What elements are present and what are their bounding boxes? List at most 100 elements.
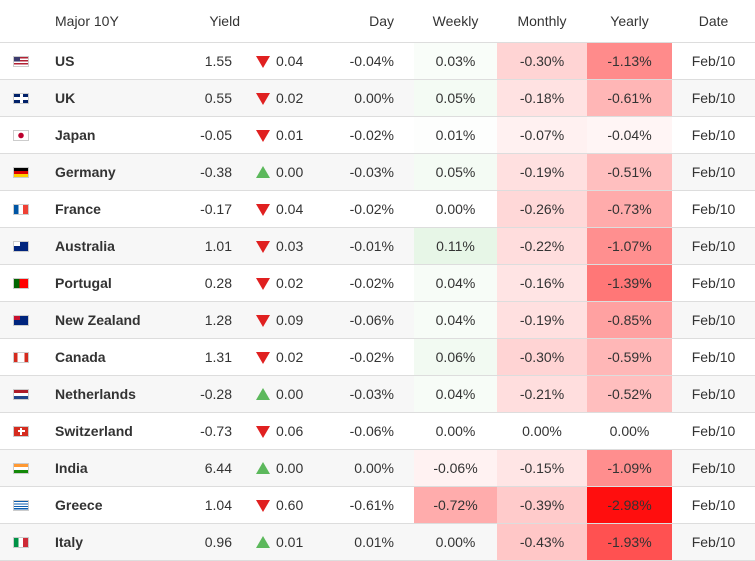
country-name: France [42,190,192,228]
change-value: 0.04 [276,201,304,217]
header-cell: Yearly [587,0,672,43]
country-name: Portugal [42,264,192,302]
day-cell: -0.61% [312,486,414,524]
yield-cell: 0.55 [192,79,252,117]
yield-cell: -0.38 [192,153,252,191]
change-arrow [256,426,270,438]
change-arrow [256,241,270,253]
flag-cell [0,449,42,487]
change-arrow [256,536,270,548]
table-row: Italy 0.96 0.01 0.01% 0.00% -0.43% -1.93% Feb/1… [0,523,755,561]
date-cell: Feb/10 [672,301,755,339]
flag-cell [0,227,42,265]
flag-cell [0,338,42,376]
table-row: Australia 1.01 0.03 -0.01% 0.11% -0.22% -1.07%… [0,227,755,265]
flag-cell [0,190,42,228]
day-cell: -0.03% [312,375,414,413]
table-row: UK 0.55 0.02 0.00% 0.05% -0.18% -0.61% Feb/10 [0,79,755,117]
change-value: 0.02 [276,349,304,365]
yield-cell: -0.28 [192,375,252,413]
change-arrow [256,500,270,512]
monthly-cell: -0.22% [497,227,587,265]
change-cell: 0.02 [252,338,312,376]
flag-icon [13,462,29,474]
monthly-cell: -0.30% [497,42,587,80]
change-value: 0.09 [276,312,304,328]
weekly-cell: 0.04% [414,301,497,339]
weekly-cell: -0.06% [414,449,497,487]
table-row: Canada 1.31 0.02 -0.02% 0.06% -0.30% -0.59% Feb… [0,338,755,376]
change-arrow [256,388,270,400]
day-cell: 0.01% [312,523,414,561]
change-cell: 0.09 [252,301,312,339]
yield-cell: 0.28 [192,264,252,302]
date-cell: Feb/10 [672,42,755,80]
change-arrow [256,278,270,290]
change-value: 0.00 [276,386,304,402]
flag-cell [0,375,42,413]
table-row: Portugal 0.28 0.02 -0.02% 0.04% -0.16% -1.39% F… [0,264,755,302]
yield-cell: 6.44 [192,449,252,487]
date-cell: Feb/10 [672,412,755,450]
header-cell: Day [312,0,414,43]
change-cell: 0.00 [252,449,312,487]
yearly-cell: -0.73% [587,190,672,228]
yield-cell: 1.31 [192,338,252,376]
date-cell: Feb/10 [672,153,755,191]
day-cell: -0.02% [312,264,414,302]
yearly-cell: -0.52% [587,375,672,413]
change-arrow [256,352,270,364]
change-arrow [256,130,270,142]
change-cell: 0.02 [252,264,312,302]
change-arrow [256,93,270,105]
flag-cell [0,301,42,339]
table-row: New Zealand 1.28 0.09 -0.06% 0.04% -0.19% -0.8… [0,301,755,339]
weekly-cell: 0.05% [414,153,497,191]
date-cell: Feb/10 [672,338,755,376]
flag-icon [13,240,29,252]
flag-cell [0,264,42,302]
change-value: 0.04 [276,53,304,69]
change-value: 0.01 [276,534,304,550]
day-cell: -0.04% [312,42,414,80]
flag-icon [13,129,29,141]
change-value: 0.60 [276,497,304,513]
flag-icon [13,388,29,400]
change-value: 0.00 [276,460,304,476]
monthly-cell: -0.19% [497,301,587,339]
weekly-cell: 0.00% [414,523,497,561]
monthly-cell: -0.16% [497,264,587,302]
yearly-cell: -1.07% [587,227,672,265]
weekly-cell: 0.03% [414,42,497,80]
yield-cell: 1.55 [192,42,252,80]
change-value: 0.02 [276,275,304,291]
yield-cell: -0.73 [192,412,252,450]
table-row: India 6.44 0.00 0.00% -0.06% -0.15% -1.09% Feb/… [0,449,755,487]
yield-cell: 1.01 [192,227,252,265]
change-value: 0.03 [276,238,304,254]
flag-cell [0,116,42,154]
date-cell: Feb/10 [672,264,755,302]
change-value: 0.01 [276,127,304,143]
table-row: US 1.55 0.04 -0.04% 0.03% -0.30% -1.13% Feb/10 [0,42,755,80]
day-cell: -0.06% [312,301,414,339]
weekly-cell: 0.05% [414,79,497,117]
day-cell: -0.02% [312,116,414,154]
monthly-cell: -0.21% [497,375,587,413]
table-row: Germany -0.38 0.00 -0.03% 0.05% -0.19% -0.51% F… [0,153,755,191]
change-cell: 0.03 [252,227,312,265]
header-cell: Weekly [414,0,497,43]
change-arrow [256,166,270,178]
flag-cell [0,523,42,561]
weekly-cell: 0.06% [414,338,497,376]
header-cell: Major 10Y [42,0,192,43]
change-value: 0.02 [276,90,304,106]
change-cell: 0.04 [252,190,312,228]
weekly-cell: 0.11% [414,227,497,265]
monthly-cell: -0.26% [497,190,587,228]
yearly-cell: -1.93% [587,523,672,561]
table-row: Greece 1.04 0.60 -0.61% -0.72% -0.39% -2.98% Fe… [0,486,755,524]
change-cell: 0.04 [252,42,312,80]
country-name: US [42,42,192,80]
